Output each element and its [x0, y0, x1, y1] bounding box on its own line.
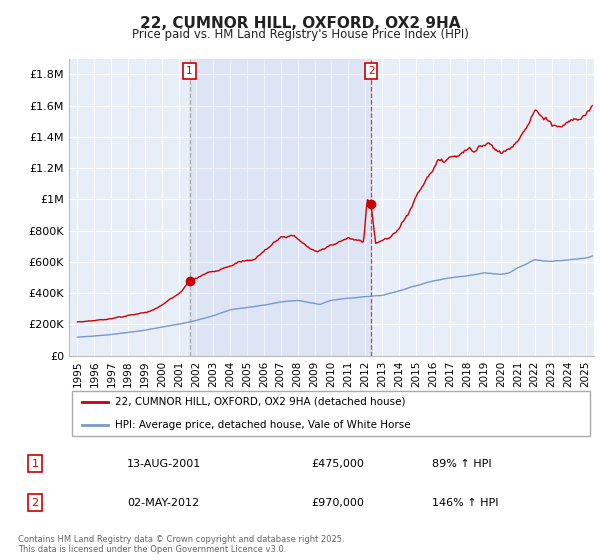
Text: £475,000: £475,000 [311, 459, 364, 469]
Text: HPI: Average price, detached house, Vale of White Horse: HPI: Average price, detached house, Vale… [115, 419, 411, 430]
FancyBboxPatch shape [71, 391, 590, 436]
Text: 02-MAY-2012: 02-MAY-2012 [127, 497, 199, 507]
Bar [190, 59, 371, 356]
Text: 1: 1 [32, 459, 38, 469]
Text: Price paid vs. HM Land Registry's House Price Index (HPI): Price paid vs. HM Land Registry's House … [131, 28, 469, 41]
Text: 146% ↑ HPI: 146% ↑ HPI [433, 497, 499, 507]
Text: 89% ↑ HPI: 89% ↑ HPI [433, 459, 492, 469]
Text: £970,000: £970,000 [311, 497, 364, 507]
Text: 2: 2 [368, 66, 374, 76]
Text: 22, CUMNOR HILL, OXFORD, OX2 9HA (detached house): 22, CUMNOR HILL, OXFORD, OX2 9HA (detach… [115, 397, 406, 407]
Text: 22, CUMNOR HILL, OXFORD, OX2 9HA: 22, CUMNOR HILL, OXFORD, OX2 9HA [140, 16, 460, 31]
Text: 13-AUG-2001: 13-AUG-2001 [127, 459, 202, 469]
Text: Contains HM Land Registry data © Crown copyright and database right 2025.
This d: Contains HM Land Registry data © Crown c… [18, 535, 344, 554]
Text: 2: 2 [31, 497, 38, 507]
Text: 1: 1 [186, 66, 193, 76]
